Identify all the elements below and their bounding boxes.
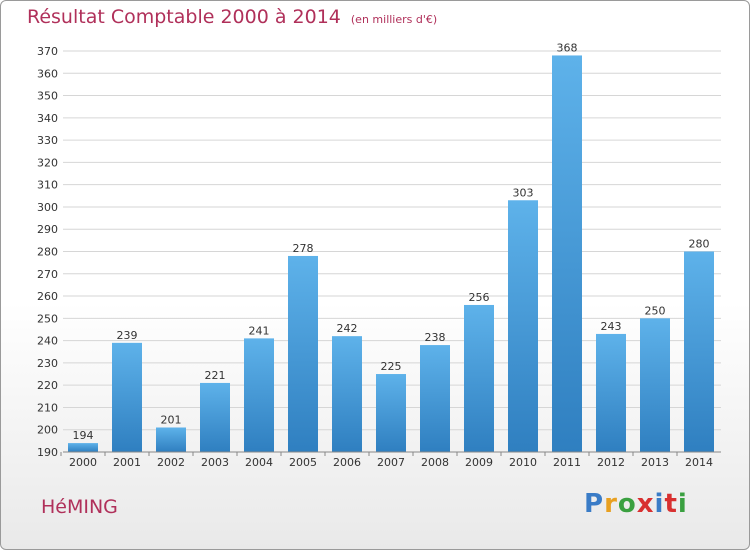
y-tick-label: 310 <box>37 179 58 192</box>
chart-title: Résultat Comptable 2000 à 2014 <box>27 6 341 28</box>
x-tick-label: 2007 <box>377 456 405 469</box>
logo-letter: x <box>636 489 655 519</box>
y-tick-label: 320 <box>37 156 58 169</box>
data-label: 278 <box>293 242 314 255</box>
data-label: 280 <box>689 238 710 251</box>
data-label: 250 <box>645 304 666 317</box>
data-label: 201 <box>161 413 182 426</box>
x-tick-label: 2006 <box>333 456 361 469</box>
bar <box>376 374 406 452</box>
y-tick-label: 240 <box>37 335 58 348</box>
x-tick-label: 2004 <box>245 456 273 469</box>
logo-letter: t <box>664 489 678 519</box>
logo-letter: r <box>604 489 618 519</box>
bar <box>596 333 626 452</box>
bar <box>156 427 186 452</box>
logo-letter: i <box>654 489 665 519</box>
x-tick-label: 2001 <box>113 456 141 469</box>
y-tick-label: 300 <box>37 201 58 214</box>
x-tick-label: 2000 <box>69 456 97 469</box>
logo-letter: P <box>584 489 605 519</box>
y-tick-label: 230 <box>37 357 58 370</box>
bar <box>68 443 98 452</box>
x-tick-label: 2005 <box>289 456 317 469</box>
y-tick-label: 370 <box>37 45 58 58</box>
data-label: 225 <box>381 360 402 373</box>
y-tick-label: 330 <box>37 134 58 147</box>
y-tick-label: 290 <box>37 223 58 236</box>
bar <box>244 338 274 452</box>
y-tick-label: 220 <box>37 379 58 392</box>
x-tick-label: 2011 <box>553 456 581 469</box>
data-label: 239 <box>117 329 138 342</box>
bars <box>68 55 714 452</box>
chart-title-row: Résultat Comptable 2000 à 2014 (en millie… <box>27 6 437 28</box>
x-tick-label: 2003 <box>201 456 229 469</box>
bar <box>420 345 450 452</box>
y-tick-label: 250 <box>37 312 58 325</box>
x-tick-label: 2009 <box>465 456 493 469</box>
x-tick-label: 2012 <box>597 456 625 469</box>
x-axis-ticks: 2000 2001 2002 2003 2004 2005 2006 2007 2008 2009… <box>60 452 713 469</box>
y-tick-label: 260 <box>37 290 58 303</box>
y-tick-label: 340 <box>37 112 58 125</box>
data-label: 303 <box>513 186 534 199</box>
bar <box>112 342 142 452</box>
bar <box>464 304 494 452</box>
data-label: 194 <box>73 429 94 442</box>
y-tick-label: 210 <box>37 401 58 414</box>
y-axis-ticks: 190 200 210 220 230 240 250 260 270 280 290 300 310 3… <box>37 45 58 459</box>
x-tick-label: 2010 <box>509 456 537 469</box>
logo-letter: o <box>617 489 637 519</box>
chart-subtitle: (en milliers d'€) <box>350 13 438 26</box>
x-tick-label: 2014 <box>685 456 713 469</box>
bar <box>200 382 230 452</box>
data-label: 242 <box>337 322 358 335</box>
x-tick-label: 2008 <box>421 456 449 469</box>
data-label: 238 <box>425 331 446 344</box>
x-tick-label: 2002 <box>157 456 185 469</box>
data-labels: 194 239 201 221 241 278 242 225 238 256 303 368 243 2… <box>73 41 710 442</box>
y-tick-label: 270 <box>37 268 58 281</box>
bar <box>508 200 538 452</box>
y-tick-label: 280 <box>37 246 58 259</box>
logo-letter: i <box>677 489 688 519</box>
bar <box>288 255 318 452</box>
data-label: 243 <box>601 320 622 333</box>
bar <box>552 55 582 452</box>
x-tick-label: 2013 <box>641 456 669 469</box>
bar <box>684 251 714 452</box>
y-tick-label: 200 <box>37 424 58 437</box>
bar <box>640 318 670 452</box>
data-label: 256 <box>469 291 490 304</box>
y-tick-label: 190 <box>37 446 58 459</box>
bar <box>332 336 362 452</box>
data-label: 241 <box>249 324 270 337</box>
y-tick-label: 360 <box>37 67 58 80</box>
proxiti-logo: Proxiti <box>584 489 688 519</box>
town-name: HéMING <box>41 496 118 518</box>
data-label: 221 <box>205 369 226 382</box>
y-tick-label: 350 <box>37 90 58 103</box>
data-label: 368 <box>557 41 578 54</box>
